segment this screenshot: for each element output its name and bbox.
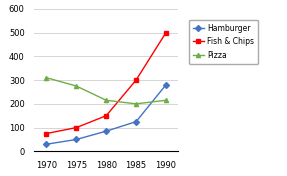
Legend: Hamburger, Fish & Chips, Pizza: Hamburger, Fish & Chips, Pizza: [189, 20, 258, 64]
Pizza: [134, 103, 138, 105]
Pizza: [104, 99, 108, 101]
Line: Hamburger: Hamburger: [44, 83, 168, 146]
Fish & Chips: [104, 115, 108, 117]
Fish & Chips: [75, 127, 78, 129]
Hamburger: [104, 130, 108, 132]
Hamburger: [134, 121, 138, 123]
Line: Fish & Chips: Fish & Chips: [44, 30, 168, 136]
Fish & Chips: [45, 133, 48, 135]
Fish & Chips: [134, 79, 138, 81]
Hamburger: [75, 138, 78, 140]
Fish & Chips: [164, 32, 168, 34]
Line: Pizza: Pizza: [44, 76, 168, 106]
Pizza: [75, 85, 78, 87]
Hamburger: [164, 84, 168, 86]
Pizza: [164, 99, 168, 101]
Hamburger: [45, 143, 48, 145]
Pizza: [45, 77, 48, 79]
